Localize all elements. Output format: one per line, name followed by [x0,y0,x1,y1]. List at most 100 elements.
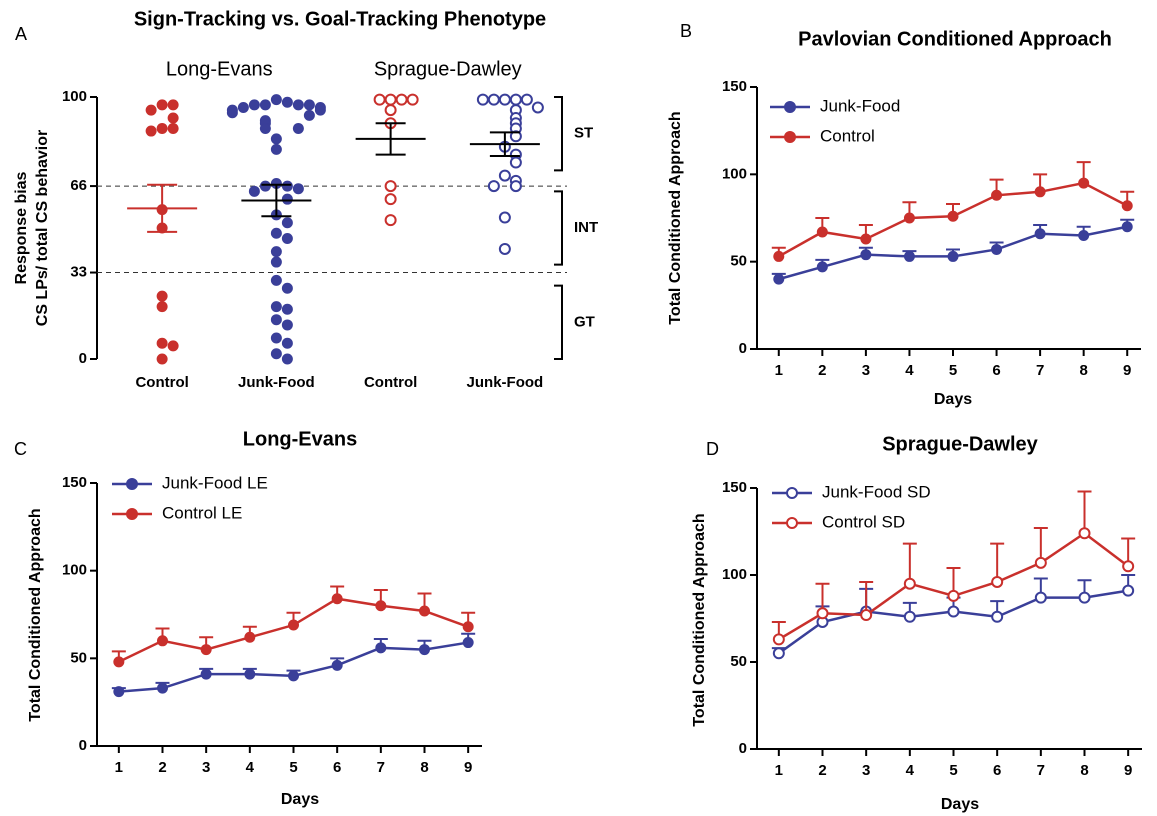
data-point [167,340,179,352]
y-tick-label: 0 [79,737,87,754]
data-point [384,214,397,227]
data-point [167,112,179,124]
bracket-label: ST [574,125,593,142]
y-tick-label: 66 [70,177,87,194]
y-tick-label: 100 [62,562,87,579]
data-point [462,637,474,649]
error-bar [902,542,917,584]
data-point [1034,556,1047,569]
sem-bar [489,131,520,157]
data-point [991,243,1003,255]
data-point [270,227,282,239]
data-point [1034,186,1046,198]
data-point [156,122,168,134]
y-axis-label: Response bias [13,171,30,284]
data-point [375,642,387,654]
data-point [531,101,544,114]
x-tick-label: 3 [862,362,870,379]
data-point [167,99,179,111]
x-tick-label: 1 [115,759,123,776]
data-point [384,104,397,117]
legend-marker [786,487,798,499]
x-tick-label: 3 [202,759,210,776]
data-point [259,99,271,111]
data-point [487,180,500,193]
y-tick-label: 150 [722,479,747,496]
data-point [384,180,397,193]
data-point [270,301,282,313]
data-point [145,104,157,116]
data-point [1034,228,1046,240]
bracket-label: INT [574,219,598,236]
data-point [816,261,828,273]
data-point [113,686,125,698]
data-point [259,122,271,134]
data-point [476,93,489,106]
data-point [157,682,168,694]
data-point [498,169,511,182]
x-axis-label: Days [934,391,972,408]
x-tick-label: 4 [905,362,914,379]
legend-label: Control SD [822,512,905,531]
data-point [314,104,326,116]
x-tick-label: 8 [1080,762,1088,779]
data-point [903,250,915,262]
x-tick-label: 2 [158,759,166,776]
x-tick-label: 1 [775,762,783,779]
data-point [1078,229,1090,241]
data-point [395,93,408,106]
x-tick-label: 5 [949,762,957,779]
data-point [237,101,249,113]
data-point [772,647,785,660]
data-point [281,232,293,244]
bracket-label: GT [574,313,595,330]
x-tick-label: 8 [1079,362,1087,379]
data-point [113,656,125,668]
x-tick-label: 4 [246,759,255,776]
data-point [248,99,260,111]
data-point [292,122,304,134]
x-tick-label: 5 [289,759,297,776]
legend-marker [126,478,138,490]
y-tick-label: 50 [730,253,747,270]
x-axis-label: Days [281,791,319,808]
legend-marker [786,517,798,529]
data-point [419,605,430,617]
y-tick-label: 100 [722,566,747,583]
data-point [288,619,299,631]
data-point [1078,177,1090,189]
bracket [554,284,563,360]
data-point [167,122,179,134]
data-point [498,93,511,106]
x-tick-label: 9 [1124,762,1132,779]
data-point [947,250,959,262]
data-point [947,589,960,602]
y-tick-label: 50 [70,649,87,666]
data-point [270,256,282,268]
data-point [903,610,916,623]
x-tick-label: 2 [818,362,826,379]
data-point [200,644,212,656]
data-point [156,301,168,313]
chart-title: Long-Evans [243,428,357,450]
data-point [244,668,256,680]
data-point [375,600,387,612]
x-tick-label: Junk-Food [238,374,315,391]
data-point [384,193,397,206]
data-point [816,226,828,238]
legend-label: Junk-Food [820,96,900,115]
x-tick-label: 2 [818,762,826,779]
data-point [303,99,315,111]
data-point [498,242,511,255]
data-point [860,609,873,622]
data-point [384,93,397,106]
x-tick-label: 5 [949,362,957,379]
y-tick-label: 0 [739,340,747,357]
data-point [270,314,282,326]
chart-title: Pavlovian Conditioned Approach [798,28,1112,50]
data-point [1122,584,1135,597]
y-tick-label: 150 [722,78,747,95]
data-point [487,93,500,106]
data-point [200,668,212,680]
chart-title: Sign-Tracking vs. Goal-Tracking Phenotyp… [134,8,546,30]
